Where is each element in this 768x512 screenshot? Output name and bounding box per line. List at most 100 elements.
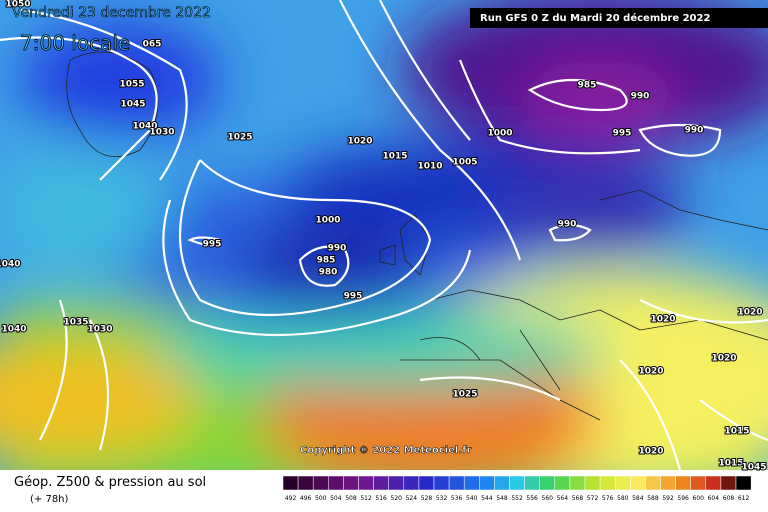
legend-label: 508 — [345, 495, 357, 502]
isobar-label: 1020 — [638, 447, 663, 457]
legend-label: 600 — [693, 495, 705, 502]
footer-lead: (+ 78h) — [30, 494, 69, 505]
legend-label: 604 — [708, 495, 720, 502]
legend-label: 548 — [496, 495, 508, 502]
legend-swatch — [494, 475, 510, 491]
isobar-label: 1020 — [650, 315, 675, 325]
isobar-label: 995 — [613, 129, 632, 139]
legend-label: 584 — [632, 495, 644, 502]
map-time: 7:00 locale — [20, 31, 130, 55]
legend-swatch — [690, 475, 707, 491]
isobar-label: 1015 — [718, 459, 743, 469]
legend-swatch — [645, 475, 661, 491]
isobar-label: 1030 — [149, 128, 174, 138]
legend-swatch — [554, 475, 571, 491]
isobar-label: 985 — [578, 81, 597, 91]
isobar-label: 1025 — [227, 133, 252, 143]
isobar-label: 990 — [558, 220, 577, 230]
isobar-label: 1020 — [737, 308, 762, 318]
legend-label: 532 — [436, 495, 448, 502]
legend-swatch — [630, 475, 646, 491]
legend-swatch — [433, 475, 450, 491]
isobar-label: 1000 — [487, 129, 512, 139]
color-legend: 492 496 500 504 508 512 516 520 524 528 532 536 540 5… — [282, 475, 752, 502]
isobar-label: 990 — [685, 126, 704, 136]
legend-swatch — [479, 475, 495, 491]
footer-title: Géop. Z500 & pression au sol — [14, 475, 206, 490]
legend-swatch — [358, 475, 374, 491]
legend-swatch — [343, 475, 359, 491]
legend-label: 516 — [375, 495, 387, 502]
legend-label: 512 — [360, 495, 372, 502]
legend-label: 544 — [481, 495, 493, 502]
legend-swatch — [720, 475, 737, 491]
isobar-label: 1005 — [452, 158, 477, 168]
legend-swatch — [297, 475, 314, 491]
isobar-label: 1010 — [417, 162, 442, 172]
isobar-label: 1015 — [382, 152, 407, 162]
legend-label: 564 — [557, 495, 569, 502]
isobar-label: 990 — [631, 92, 650, 102]
isobar-label: 1020 — [347, 137, 372, 147]
legend-swatch — [448, 475, 465, 491]
isobar-label: 1040 — [132, 122, 157, 132]
legend-label: 496 — [300, 495, 312, 502]
legend-label: 596 — [677, 495, 689, 502]
legend-label: 588 — [647, 495, 659, 502]
legend-swatch — [282, 475, 299, 491]
map-date: Vendredi 23 decembre 2022 — [12, 5, 211, 21]
isobar-label: 1030 — [87, 325, 112, 335]
legend-label: 552 — [511, 495, 523, 502]
legend-swatch — [735, 475, 752, 491]
isobar-label: 1055 — [119, 80, 144, 90]
isobar-label: 1020 — [638, 367, 663, 377]
legend-label: 492 — [285, 495, 297, 502]
legend-swatch — [705, 475, 722, 491]
legend-swatch — [312, 475, 329, 491]
legend-swatch — [539, 475, 556, 491]
legend-label: 572 — [587, 495, 599, 502]
legend-swatch — [599, 475, 616, 491]
legend-label: 520 — [391, 495, 403, 502]
legend-label: 500 — [315, 495, 327, 502]
legend-label: 612 — [738, 495, 750, 502]
legend-swatch — [403, 475, 420, 491]
legend-swatch — [569, 475, 586, 491]
isobar-label: 1025 — [452, 390, 477, 400]
legend-swatch — [328, 475, 344, 491]
isobar-label: 985 — [317, 256, 336, 266]
legend-swatch — [675, 475, 691, 491]
legend-label: 560 — [542, 495, 554, 502]
isobar-label: 995 — [203, 240, 222, 250]
legend-label: 580 — [617, 495, 629, 502]
legend-label: 540 — [466, 495, 478, 502]
isobar-label: 1015 — [724, 427, 749, 437]
legend-label: 556 — [526, 495, 538, 502]
legend-label: 608 — [723, 495, 735, 502]
isobar-label: 1035 — [63, 318, 88, 328]
legend-swatch — [509, 475, 525, 491]
legend-label: 568 — [572, 495, 584, 502]
legend-label: 528 — [421, 495, 433, 502]
legend-label: 524 — [406, 495, 418, 502]
run-info: Run GFS 0 Z du Mardi 20 décembre 2022 — [480, 12, 710, 24]
isobar-label: 1000 — [315, 216, 340, 226]
isobar-label: 995 — [344, 292, 363, 302]
run-banner — [470, 8, 768, 28]
legend-label: 576 — [602, 495, 614, 502]
map-field — [0, 0, 768, 470]
isobar-label: 065 — [143, 40, 162, 50]
legend-swatch — [463, 475, 480, 491]
isobar-label: 1045 — [741, 463, 766, 473]
legend-swatch — [373, 475, 389, 491]
isobar-label: 990 — [328, 244, 347, 254]
copyright: Copyright © 2022 Meteociel.fr — [300, 445, 471, 456]
isobar-label: 980 — [319, 268, 338, 278]
isobar-label: 1050 — [5, 0, 30, 10]
legend-label: 504 — [330, 495, 342, 502]
isobar-label: 1020 — [711, 354, 736, 364]
legend-swatch — [524, 475, 540, 491]
